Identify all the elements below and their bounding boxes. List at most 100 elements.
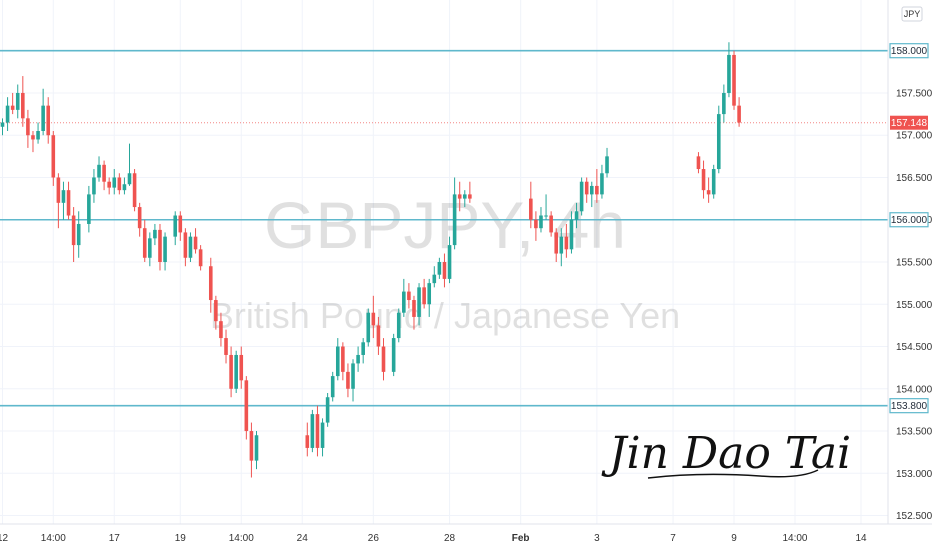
candle[interactable]	[549, 211, 553, 237]
candle[interactable]	[249, 422, 254, 478]
candle[interactable]	[457, 181, 462, 212]
candle[interactable]	[412, 295, 416, 330]
candle[interactable]	[51, 131, 56, 186]
candle[interactable]	[26, 109, 30, 148]
candle[interactable]	[330, 371, 335, 402]
candle[interactable]	[600, 164, 604, 199]
candle[interactable]	[356, 346, 360, 372]
candle[interactable]	[92, 169, 96, 203]
candle[interactable]	[188, 232, 193, 262]
candle[interactable]	[153, 223, 157, 246]
currency-badge[interactable]: JPY	[901, 6, 923, 22]
candle[interactable]	[5, 97, 10, 131]
candle[interactable]	[442, 253, 447, 288]
candle[interactable]	[142, 219, 147, 262]
candle[interactable]	[574, 202, 579, 229]
candle[interactable]	[402, 278, 406, 317]
candle[interactable]	[31, 131, 35, 153]
candle[interactable]	[544, 194, 548, 220]
candle[interactable]	[229, 346, 233, 398]
candle[interactable]	[605, 147, 609, 178]
candle[interactable]	[584, 177, 589, 203]
candle[interactable]	[0, 118, 5, 136]
candle[interactable]	[10, 92, 15, 115]
candle[interactable]	[366, 308, 371, 347]
candle[interactable]	[706, 177, 711, 203]
candle[interactable]	[716, 105, 721, 174]
candle[interactable]	[376, 316, 381, 355]
candle[interactable]	[173, 211, 178, 246]
candle[interactable]	[178, 211, 183, 241]
candle[interactable]	[87, 185, 91, 233]
candles[interactable]	[0, 42, 741, 478]
candle[interactable]	[320, 418, 325, 457]
candle[interactable]	[564, 223, 569, 258]
candle[interactable]	[396, 308, 401, 343]
candle[interactable]	[183, 228, 188, 267]
candle[interactable]	[427, 278, 432, 317]
candle[interactable]	[66, 181, 71, 220]
candle[interactable]	[305, 422, 310, 457]
candle[interactable]	[727, 42, 731, 98]
candle[interactable]	[462, 190, 467, 208]
candle[interactable]	[468, 181, 472, 203]
candle[interactable]	[351, 359, 355, 402]
candle[interactable]	[107, 177, 111, 195]
candle[interactable]	[595, 169, 599, 203]
candle[interactable]	[46, 97, 51, 144]
candle[interactable]	[127, 143, 132, 186]
candle[interactable]	[371, 295, 376, 339]
candle[interactable]	[335, 338, 340, 381]
candle[interactable]	[239, 346, 244, 389]
candle[interactable]	[163, 232, 167, 271]
candle[interactable]	[361, 338, 365, 364]
candle[interactable]	[722, 84, 726, 123]
candle[interactable]	[219, 312, 223, 347]
candle[interactable]	[208, 257, 213, 313]
candle[interactable]	[554, 228, 559, 262]
candle[interactable]	[407, 283, 411, 309]
candle[interactable]	[437, 257, 442, 279]
candle[interactable]	[341, 342, 345, 381]
time-axis[interactable]: 12 14:00 17 19 14:00 24 26 28 Feb 3 7 9 14:00 14	[0, 523, 932, 544]
candle[interactable]	[244, 376, 249, 440]
candle[interactable]	[315, 405, 320, 457]
candle[interactable]	[71, 207, 76, 262]
candle[interactable]	[534, 211, 538, 241]
candle[interactable]	[539, 207, 543, 233]
candle[interactable]	[224, 329, 228, 364]
candle[interactable]	[711, 164, 716, 199]
candle[interactable]	[234, 350, 238, 393]
price-axis[interactable]: 157.500 157.000 156.500 156.000 155.500 155.0…	[887, 0, 932, 524]
candle[interactable]	[696, 152, 701, 174]
candle[interactable]	[391, 333, 396, 377]
candle[interactable]	[61, 181, 66, 220]
candle[interactable]	[36, 122, 40, 144]
candle[interactable]	[158, 223, 162, 271]
candle[interactable]	[254, 431, 259, 470]
candle[interactable]	[41, 88, 45, 136]
candle[interactable]	[732, 50, 736, 110]
candle[interactable]	[137, 202, 142, 237]
candle[interactable]	[422, 278, 426, 309]
candle[interactable]	[559, 228, 564, 267]
candle[interactable]	[15, 84, 20, 119]
candle[interactable]	[417, 283, 421, 326]
candle[interactable]	[325, 393, 330, 427]
candle[interactable]	[56, 173, 61, 229]
candle[interactable]	[132, 169, 137, 212]
candle[interactable]	[112, 169, 117, 195]
candle[interactable]	[452, 177, 457, 250]
candle[interactable]	[701, 160, 706, 199]
candle[interactable]	[76, 211, 81, 258]
candle[interactable]	[447, 236, 452, 284]
candle[interactable]	[193, 228, 198, 254]
candle[interactable]	[21, 76, 25, 127]
candle[interactable]	[589, 181, 594, 208]
candle[interactable]	[122, 177, 127, 195]
candle[interactable]	[117, 173, 122, 195]
candle[interactable]	[381, 338, 386, 381]
candle[interactable]	[737, 97, 741, 127]
candle[interactable]	[432, 266, 437, 288]
